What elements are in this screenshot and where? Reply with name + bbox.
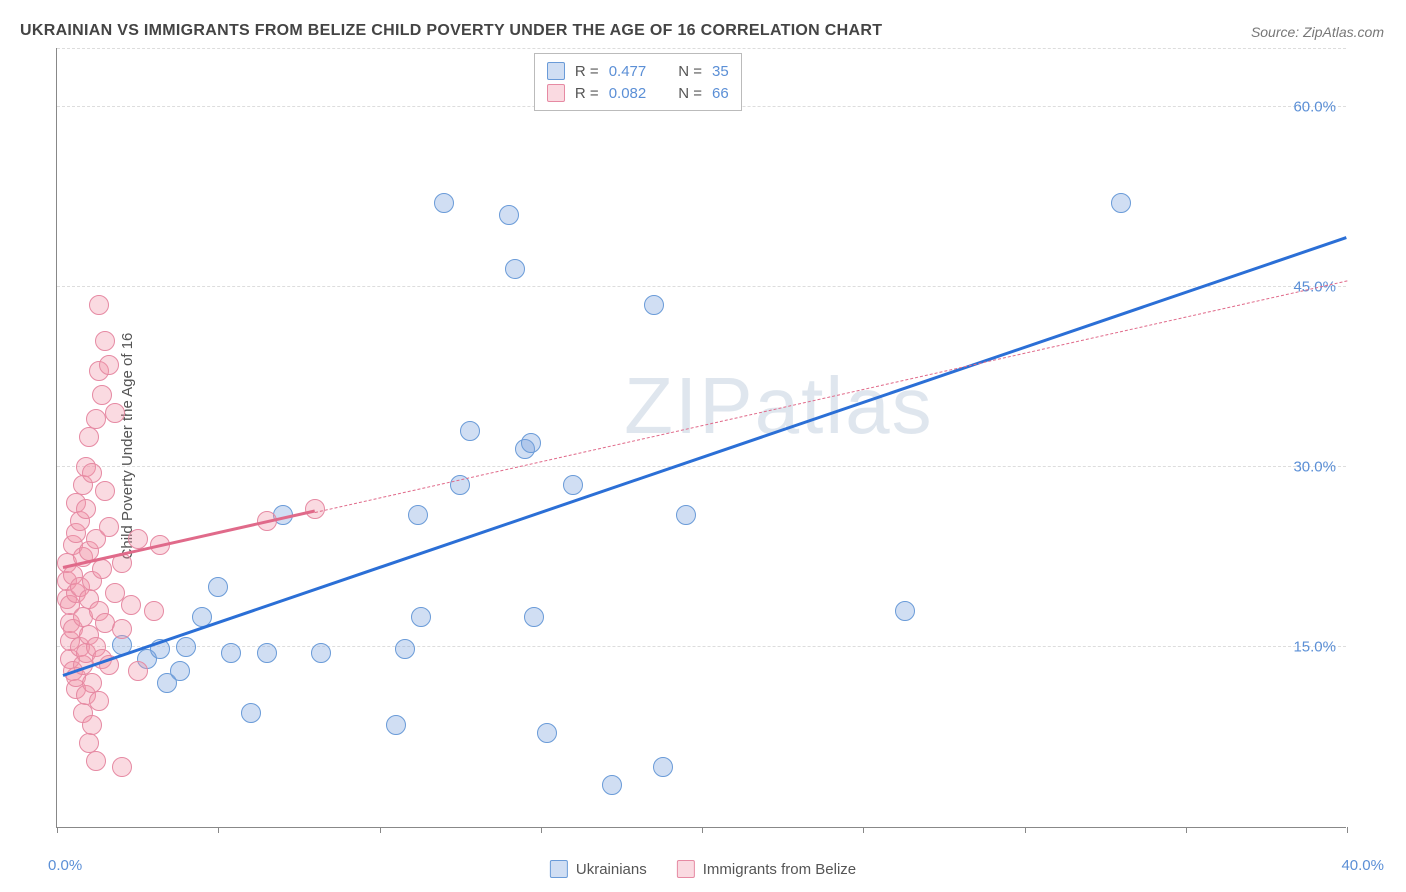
point-belize [82, 463, 102, 483]
legend-swatch [677, 860, 695, 878]
x-tick [1025, 827, 1026, 833]
point-belize [86, 751, 106, 771]
x-tick [863, 827, 864, 833]
point-belize [121, 595, 141, 615]
point-belize [112, 757, 132, 777]
point-belize [128, 529, 148, 549]
source-label: Source: ZipAtlas.com [1251, 24, 1384, 40]
y-tick-label: 60.0% [1293, 99, 1336, 116]
gridline [57, 286, 1346, 287]
chart-title: UKRAINIAN VS IMMIGRANTS FROM BELIZE CHIL… [20, 22, 882, 40]
legend-n-value: 66 [712, 85, 729, 102]
legend-r-value: 0.477 [609, 63, 647, 80]
point-belize [89, 691, 109, 711]
point-belize [99, 355, 119, 375]
legend-n-value: 35 [712, 63, 729, 80]
legend-series-label: Immigrants from Belize [703, 861, 856, 878]
point-ukrainians [524, 607, 544, 627]
point-ukrainians [311, 643, 331, 663]
y-tick-label: 15.0% [1293, 639, 1336, 656]
point-ukrainians [521, 433, 541, 453]
correlation-legend-row: R = 0.477 N = 35 [547, 60, 729, 82]
point-ukrainians [408, 505, 428, 525]
point-ukrainians [257, 643, 277, 663]
x-tick [702, 827, 703, 833]
trendline-belize [315, 280, 1347, 513]
point-belize [92, 385, 112, 405]
point-belize [89, 295, 109, 315]
point-belize [86, 409, 106, 429]
trendline-ukrainians [63, 236, 1348, 677]
point-belize [92, 559, 112, 579]
point-belize [112, 619, 132, 639]
point-ukrainians [653, 757, 673, 777]
point-ukrainians [644, 295, 664, 315]
point-ukrainians [386, 715, 406, 735]
point-belize [105, 403, 125, 423]
x-tick [218, 827, 219, 833]
point-ukrainians [563, 475, 583, 495]
point-ukrainians [221, 643, 241, 663]
legend-item: Immigrants from Belize [677, 860, 856, 878]
point-belize [95, 481, 115, 501]
legend-item: Ukrainians [550, 860, 647, 878]
point-ukrainians [411, 607, 431, 627]
x-tick [57, 827, 58, 833]
y-tick-label: 30.0% [1293, 459, 1336, 476]
x-tick [1347, 827, 1348, 833]
point-ukrainians [1111, 193, 1131, 213]
legend-swatch [550, 860, 568, 878]
scatter-plot-area: ZIPatlas R = 0.477 N = 35 R = 0.082 N = 66 15.0… [56, 48, 1346, 828]
point-belize [305, 499, 325, 519]
x-axis-max-label: 40.0% [1341, 857, 1384, 874]
point-ukrainians [241, 703, 261, 723]
gridline [57, 646, 1346, 647]
point-ukrainians [434, 193, 454, 213]
point-ukrainians [537, 723, 557, 743]
point-ukrainians [499, 205, 519, 225]
correlation-legend-row: R = 0.082 N = 66 [547, 82, 729, 104]
legend-n-label: N = [678, 63, 702, 80]
watermark-text: ZIPatlas [624, 360, 933, 452]
point-belize [128, 661, 148, 681]
point-ukrainians [395, 639, 415, 659]
series-legend: Ukrainians Immigrants from Belize [550, 860, 856, 878]
legend-r-label: R = [575, 85, 599, 102]
x-tick [380, 827, 381, 833]
point-belize [82, 673, 102, 693]
point-ukrainians [170, 661, 190, 681]
correlation-legend-box: R = 0.477 N = 35 R = 0.082 N = 66 [534, 53, 742, 111]
legend-swatch [547, 62, 565, 80]
gridline [57, 48, 1346, 49]
point-belize [144, 601, 164, 621]
point-ukrainians [602, 775, 622, 795]
point-belize [76, 499, 96, 519]
point-belize [79, 733, 99, 753]
legend-r-value: 0.082 [609, 85, 647, 102]
point-belize [99, 517, 119, 537]
point-ukrainians [208, 577, 228, 597]
x-tick [1186, 827, 1187, 833]
point-belize [79, 427, 99, 447]
point-ukrainians [676, 505, 696, 525]
legend-r-label: R = [575, 63, 599, 80]
point-ukrainians [176, 637, 196, 657]
legend-n-label: N = [678, 85, 702, 102]
point-ukrainians [895, 601, 915, 621]
legend-swatch [547, 84, 565, 102]
x-tick [541, 827, 542, 833]
legend-series-label: Ukrainians [576, 861, 647, 878]
gridline [57, 466, 1346, 467]
point-ukrainians [505, 259, 525, 279]
point-belize [82, 715, 102, 735]
x-axis-min-label: 0.0% [48, 857, 82, 874]
point-belize [95, 331, 115, 351]
point-ukrainians [460, 421, 480, 441]
